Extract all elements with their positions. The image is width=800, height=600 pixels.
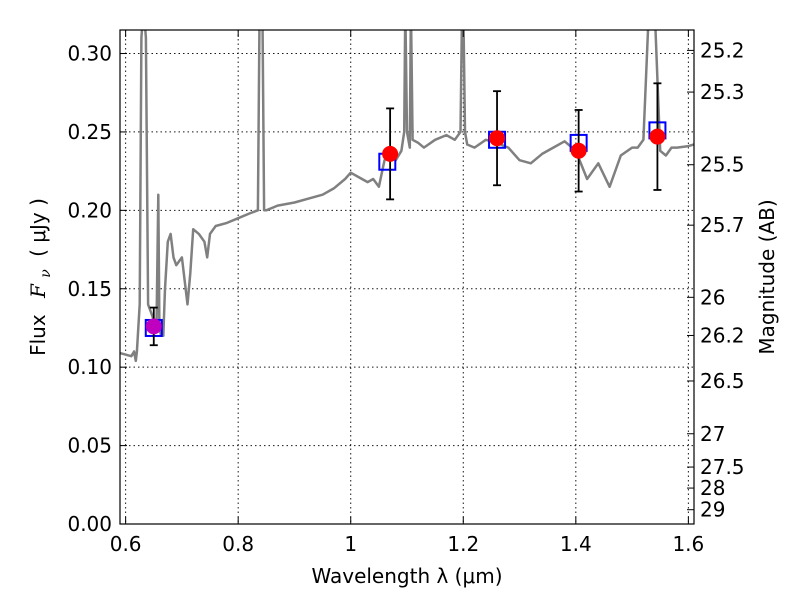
y-axis-label-symbol: F [26, 283, 50, 299]
plot-data [120, 30, 694, 363]
plot-frame [119, 29, 695, 525]
y2-tick-label: 27.5 [700, 455, 745, 479]
y-tick-label: 0.05 [67, 434, 112, 458]
y2-tick-label: 26.2 [700, 323, 745, 347]
x-tick-label: 0.6 [110, 532, 142, 556]
y2-tick-label: 25.3 [700, 80, 745, 104]
observed-photometry-point [382, 145, 399, 162]
x-tick-label: 1 [344, 532, 357, 556]
y-tick-label: 0.00 [67, 512, 112, 536]
y-tick-label: 0.30 [67, 42, 112, 66]
y-tick-label: 0.20 [67, 198, 112, 222]
y-axis-label-subscript: ν [38, 269, 54, 278]
y2-tick-label: 29 [700, 498, 725, 522]
y2-tick-label: 26.5 [700, 369, 745, 393]
grid [120, 30, 694, 524]
y2-tick-label: 28 [700, 476, 725, 500]
observed-photometry-point [570, 142, 587, 159]
axes: 0.6 0.8 1 1.2 1.4 1.6 0.00 0.05 0.10 0.15 0.20 0.25… [67, 29, 745, 556]
y2-tick-label: 25.2 [700, 38, 745, 62]
x-tick-label: 1.2 [447, 532, 479, 556]
y-axis-label: Flux F ν ( μJy ) [26, 198, 55, 356]
y2-tick-label: 27 [700, 422, 725, 446]
y-axis-label-text: Flux [26, 314, 50, 356]
y-tick-label: 0.10 [67, 355, 112, 379]
y2-axis-label: Magnitude (AB) [755, 199, 779, 354]
x-axis-label: Wavelength λ (μm) [311, 564, 502, 588]
observed-photometry-point [649, 128, 666, 145]
x-tick-label: 1.4 [560, 532, 592, 556]
observed-photometry-point [489, 130, 506, 147]
y-tick-label: 0.25 [67, 120, 112, 144]
axis-labels: Wavelength λ (μm) Flux F ν ( μJy ) Magni… [26, 198, 779, 588]
y2-tick-label: 26 [700, 285, 725, 309]
x-tick-label: 0.8 [222, 532, 254, 556]
x-tick-label: 1.6 [672, 532, 704, 556]
observed-photometry-point [145, 318, 162, 335]
y-axis-label-units: ( μJy ) [26, 198, 50, 257]
y2-tick-label: 25.7 [700, 213, 745, 237]
y-tick-label: 0.15 [67, 277, 112, 301]
y2-tick-label: 25.5 [700, 153, 745, 177]
